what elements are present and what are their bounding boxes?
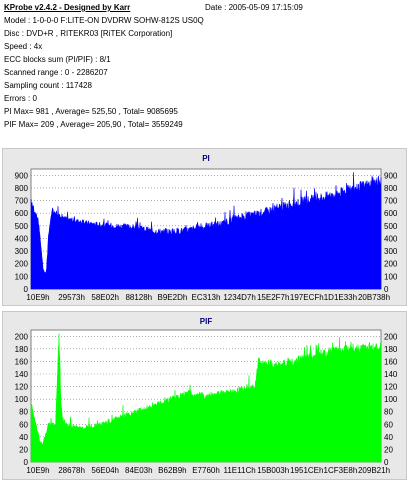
sampling-count-line: Sampling count : 117428: [4, 81, 92, 91]
pi-ytick-right-3: 300: [384, 247, 398, 256]
pi-title: PI: [202, 154, 210, 163]
pif-xtick-0: 10E9h: [26, 466, 49, 475]
pif-xtick-9: 1CF3E8h: [324, 466, 358, 475]
pif-xtick-8: 1951CEh: [290, 466, 323, 475]
pif-ytick-right-10: 200: [384, 332, 398, 341]
pif-ytick-left-10: 200: [15, 332, 29, 341]
pi-ytick-left-8: 800: [15, 184, 29, 193]
pi-xtick-5: EC313h: [192, 293, 221, 302]
ecc-line: ECC blocks sum (PI/PIF) : 8/1: [4, 55, 111, 65]
pif-ytick-left-9: 180: [15, 345, 29, 354]
scanned-range-line: Scanned range : 0 - 2286207: [4, 68, 108, 78]
pif-xtick-10: 209B21h: [358, 466, 390, 475]
pi-xtick-6: 1234D7h: [223, 293, 255, 302]
pi-ytick-right-7: 700: [384, 197, 398, 206]
pif-xtick-4: B62B9h: [158, 466, 186, 475]
pi-ytick-right-2: 200: [384, 260, 398, 269]
pi-ytick-left-2: 200: [15, 260, 29, 269]
pi-ytick-right-4: 400: [384, 234, 398, 243]
pi-xtick-0: 10E9h: [26, 293, 49, 302]
pif-xtick-6: 11E11Ch: [224, 466, 256, 475]
pif-title: PIF: [200, 317, 213, 326]
pif-ytick-left-4: 80: [19, 408, 28, 417]
disc-line: Disc : DVD+R , RITEKR03 [RiTEK Corporati…: [4, 29, 172, 39]
pif-ytick-right-6: 120: [384, 383, 398, 392]
pif-ytick-right-4: 80: [384, 408, 393, 417]
scan-date: Date : 2005-05-09 17:15:09: [205, 3, 303, 13]
pi-summary-line: PI Max= 981 , Average= 525,50 , Total= 9…: [4, 107, 178, 117]
pif-xtick-5: E7760h: [192, 466, 220, 475]
pi-ytick-right-5: 500: [384, 222, 398, 231]
pi-ytick-left-5: 500: [15, 222, 29, 231]
pif-ytick-right-7: 140: [384, 370, 398, 379]
pi-xtick-9: 1D1E33h: [324, 293, 357, 302]
pif-xtick-3: 84E03h: [125, 466, 153, 475]
pi-xtick-8: 197ECFh: [290, 293, 324, 302]
pif-ytick-left-7: 140: [15, 370, 29, 379]
pi-xtick-3: 88128h: [125, 293, 152, 302]
pi-ytick-left-6: 600: [15, 209, 29, 218]
pif-summary-line: PIF Max= 209 , Average= 205,90 , Total= …: [4, 120, 183, 130]
pif-ytick-left-1: 20: [19, 445, 28, 454]
pi-ytick-right-9: 900: [384, 171, 398, 180]
model-line: Model : 1-0-0-0 F:LITE-ON DVDRW SOHW-812…: [4, 16, 204, 26]
speed-line: Speed : 4x: [4, 42, 42, 52]
pif-ytick-left-5: 100: [15, 395, 29, 404]
pi-ytick-left-9: 900: [15, 171, 29, 180]
pif-ytick-left-3: 60: [19, 420, 28, 429]
pi-ytick-right-1: 100: [384, 272, 398, 281]
pi-xtick-7: 15E2F7h: [257, 293, 289, 302]
pi-ytick-left-4: 400: [15, 234, 29, 243]
pif-xtick-7: 15B003h: [257, 466, 289, 475]
pif-xtick-2: 56E04h: [91, 466, 119, 475]
pi-xtick-10: 20B738h: [358, 293, 390, 302]
pi-ytick-left-3: 300: [15, 247, 29, 256]
pif-ytick-left-8: 160: [15, 357, 29, 366]
pif-ytick-right-3: 60: [384, 420, 393, 429]
pif-ytick-right-2: 40: [384, 433, 393, 442]
pif-ytick-right-5: 100: [384, 395, 398, 404]
pif-ytick-right-9: 180: [384, 345, 398, 354]
pif-ytick-left-2: 40: [19, 433, 28, 442]
pi-ytick-left-1: 100: [15, 272, 29, 281]
pi-xtick-4: B9E2Dh: [158, 293, 188, 302]
pif-ytick-right-1: 20: [384, 445, 393, 454]
pi-ytick-right-8: 800: [384, 184, 398, 193]
pif-ytick-right-8: 160: [384, 357, 398, 366]
report-header: KProbe v2.4.2 - Designed by Karr Date : …: [0, 0, 409, 148]
app-title: KProbe v2.4.2 - Designed by Karr: [4, 3, 130, 13]
pi-ytick-left-7: 700: [15, 197, 29, 206]
errors-line: Errors : 0: [4, 94, 37, 104]
pi-xtick-2: 58E02h: [91, 293, 119, 302]
pi-xtick-1: 29573h: [58, 293, 85, 302]
pif-ytick-left-6: 120: [15, 383, 29, 392]
pi-ytick-right-6: 600: [384, 209, 398, 218]
pif-xtick-1: 28678h: [58, 466, 85, 475]
